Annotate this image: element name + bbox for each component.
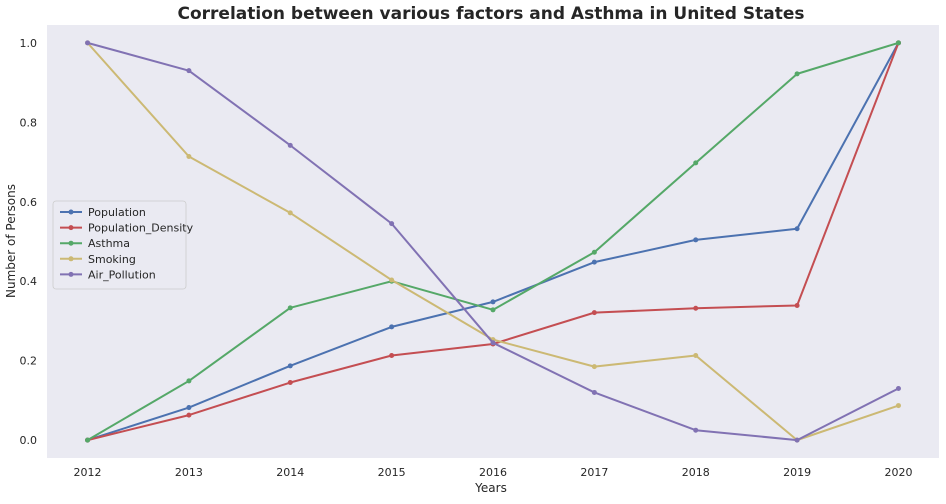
legend-label-population-density: Population_Density [88,222,194,235]
x-tick-label-2018: 2018 [682,466,710,479]
x-tick-label-2014: 2014 [276,466,304,479]
data-point-population-2013 [186,405,192,411]
data-point-air-pollution-2012 [85,40,91,46]
x-axis-label: Years [474,481,507,495]
data-point-smoking-2015 [389,277,395,283]
legend-marker-population-density [68,225,74,231]
x-tick-label-2016: 2016 [479,466,507,479]
data-point-population-2018 [693,237,699,243]
data-point-asthma-2020 [895,40,901,46]
x-tick-label-2015: 2015 [378,466,406,479]
data-point-smoking-2017 [591,364,597,370]
legend-marker-asthma [68,240,74,246]
data-point-population-2016 [490,299,496,305]
data-point-air-pollution-2020 [895,385,901,391]
legend-item-air-pollution: Air_Pollution [60,268,156,281]
legend-marker-population [68,209,74,215]
legend-item-population-density: Population_Density [60,222,194,235]
data-point-population-density-2018 [693,305,699,311]
y-tick-label-0.0: 0.0 [20,434,38,447]
data-point-air-pollution-2018 [693,427,699,433]
data-point-smoking-2013 [186,153,192,159]
data-point-air-pollution-2013 [186,68,192,74]
y-tick-label-0.4: 0.4 [20,275,38,288]
plot-area-background [47,25,939,458]
legend: Population Population_Density Asthma Smokin… [52,200,194,290]
x-tick-label-2020: 2020 [884,466,912,479]
legend-box [52,200,187,290]
data-point-smoking-2014 [287,210,293,216]
legend-item-population: Population [60,206,146,219]
data-point-population-density-2015 [389,353,395,359]
legend-label-population: Population [88,206,146,219]
data-point-population-density-2019 [794,302,800,308]
data-point-asthma-2014 [287,305,293,311]
series-air-pollution [85,40,901,443]
data-point-asthma-2018 [693,160,699,166]
legend-marker-smoking [68,256,74,262]
data-point-population-2015 [389,324,395,330]
y-tick-label-0.8: 0.8 [20,116,38,129]
data-point-population-density-2013 [186,412,192,418]
data-point-population-2019 [794,226,800,232]
y-tick-label-1.0: 1.0 [20,37,38,50]
data-point-air-pollution-2019 [794,437,800,443]
y-tick-labels: 0.0 0.2 0.4 0.6 0.8 1.0 [20,37,38,447]
x-tick-label-2019: 2019 [783,466,811,479]
legend-item-smoking: Smoking [60,253,136,266]
x-tick-labels: 2012 2013 2014 2015 2016 2017 2018 2019 2020 [74,466,913,479]
data-point-smoking-2018 [693,353,699,359]
x-tick-label-2013: 2013 [175,466,203,479]
data-point-asthma-2013 [186,378,192,384]
legend-label-smoking: Smoking [88,253,136,266]
x-tick-label-2017: 2017 [580,466,608,479]
data-point-population-2014 [287,363,293,369]
series-asthma [85,40,901,443]
data-point-smoking-2020 [895,403,901,409]
data-point-air-pollution-2014 [287,142,293,148]
data-point-population-2017 [591,259,597,265]
data-point-population-density-2014 [287,380,293,386]
y-axis-label: Number of Persons [4,184,18,298]
data-point-air-pollution-2016 [490,340,496,346]
x-tick-label-2012: 2012 [74,466,102,479]
data-point-asthma-2012 [85,437,91,443]
legend-marker-air-pollution [68,271,74,277]
y-tick-label-0.6: 0.6 [20,196,38,209]
legend-label-air-pollution: Air_Pollution [88,268,156,281]
data-point-air-pollution-2015 [389,221,395,227]
data-point-population-density-2017 [591,310,597,316]
legend-label-asthma: Asthma [88,237,130,250]
y-tick-label-0.2: 0.2 [20,355,38,368]
chart-title: Correlation between various factors and … [178,4,805,24]
data-point-asthma-2016 [490,307,496,313]
data-point-asthma-2019 [794,71,800,77]
data-point-asthma-2017 [591,249,597,255]
data-point-air-pollution-2017 [591,389,597,395]
legend-item-asthma: Asthma [60,237,130,250]
series-layer [85,40,901,443]
